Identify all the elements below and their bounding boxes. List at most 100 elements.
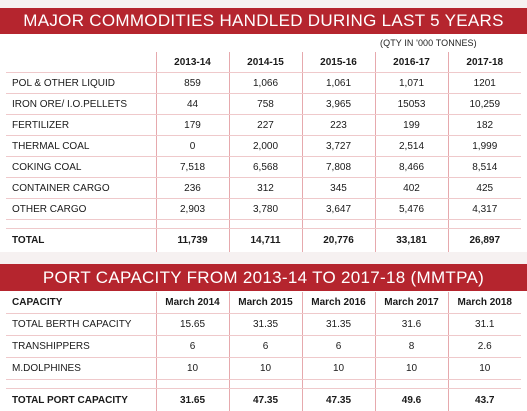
capacity-header-row: CAPACITY March 2014 March 2015 March 201…: [6, 292, 521, 314]
year-header: 2017-18: [448, 52, 521, 73]
cell-value: 7,518: [156, 157, 229, 178]
capacity-label: M.DOLPHINES: [6, 358, 156, 380]
table-row: TOTAL BERTH CAPACITY 15.65 31.35 31.35 3…: [6, 314, 521, 336]
total-value: 11,739: [156, 229, 229, 253]
capacity-label: TOTAL BERTH CAPACITY: [6, 314, 156, 336]
month-header: March 2017: [375, 292, 448, 314]
table-row: POL & OTHER LIQUID 859 1,066 1,061 1,071…: [6, 73, 521, 94]
year-header: 2014-15: [229, 52, 302, 73]
month-header: March 2018: [448, 292, 521, 314]
cell-value: 1,066: [229, 73, 302, 94]
total-value: 33,181: [375, 229, 448, 253]
cell-value: 4,317: [448, 199, 521, 220]
total-value: 14,711: [229, 229, 302, 253]
cell-value: 758: [229, 94, 302, 115]
month-header: March 2014: [156, 292, 229, 314]
cell-value: 10: [448, 358, 521, 380]
commodity-label: IRON ORE/ I.O.PELLETS: [6, 94, 156, 115]
cell-value: 1,999: [448, 136, 521, 157]
cell-value: 5,476: [375, 199, 448, 220]
cell-value: 10: [229, 358, 302, 380]
month-header: March 2015: [229, 292, 302, 314]
commodity-label: CONTAINER CARGO: [6, 178, 156, 199]
spacer-row: [6, 220, 521, 229]
cell-value: 6: [156, 336, 229, 358]
cell-value: 31.6: [375, 314, 448, 336]
table-row: CONTAINER CARGO 236 312 345 402 425: [6, 178, 521, 199]
cell-value: 0: [156, 136, 229, 157]
table-row: IRON ORE/ I.O.PELLETS 44 758 3,965 15053…: [6, 94, 521, 115]
year-header: 2015-16: [302, 52, 375, 73]
cell-value: 8,514: [448, 157, 521, 178]
cell-value: 6: [302, 336, 375, 358]
cell-value: 2.6: [448, 336, 521, 358]
cell-value: 10,259: [448, 94, 521, 115]
unit-note: (QTY IN '000 TONNES): [380, 38, 520, 48]
total-value: 20,776: [302, 229, 375, 253]
cell-value: 425: [448, 178, 521, 199]
cell-value: 859: [156, 73, 229, 94]
cell-value: 199: [375, 115, 448, 136]
capacity-table: CAPACITY March 2014 March 2015 March 201…: [6, 292, 521, 411]
cell-value: 31.1: [448, 314, 521, 336]
commodity-label: COKING COAL: [6, 157, 156, 178]
table-row: M.DOLPHINES 10 10 10 10 10: [6, 358, 521, 380]
cell-value: 2,514: [375, 136, 448, 157]
spacer-row: [6, 380, 521, 389]
total-row: TOTAL 11,739 14,711 20,776 33,181 26,897: [6, 229, 521, 253]
divider-band: [0, 252, 527, 264]
cell-value: 31.35: [229, 314, 302, 336]
cell-value: 3,780: [229, 199, 302, 220]
cell-value: 179: [156, 115, 229, 136]
year-header: 2016-17: [375, 52, 448, 73]
commodities-header-row: 2013-14 2014-15 2015-16 2016-17 2017-18: [6, 52, 521, 73]
capacity-label: TRANSHIPPERS: [6, 336, 156, 358]
table-row: FERTILIZER 179 227 223 199 182: [6, 115, 521, 136]
table-row: COKING COAL 7,518 6,568 7,808 8,466 8,51…: [6, 157, 521, 178]
cell-value: 8: [375, 336, 448, 358]
cell-value: 223: [302, 115, 375, 136]
cell-value: 2,000: [229, 136, 302, 157]
year-header: 2013-14: [156, 52, 229, 73]
cell-value: 1,071: [375, 73, 448, 94]
table-row: TRANSHIPPERS 6 6 6 8 2.6: [6, 336, 521, 358]
commodities-title: MAJOR COMMODITIES HANDLED DURING LAST 5 …: [0, 8, 527, 34]
total-value: 26,897: [448, 229, 521, 253]
cell-value: 236: [156, 178, 229, 199]
cell-value: 312: [229, 178, 302, 199]
commodity-label: OTHER CARGO: [6, 199, 156, 220]
cell-value: 10: [302, 358, 375, 380]
top-band: [0, 0, 527, 8]
cell-value: 31.35: [302, 314, 375, 336]
capacity-header-label: CAPACITY: [6, 292, 156, 314]
cell-value: 6: [229, 336, 302, 358]
total-label: TOTAL: [6, 229, 156, 253]
cell-value: 227: [229, 115, 302, 136]
cell-value: 15053: [375, 94, 448, 115]
cell-value: 6,568: [229, 157, 302, 178]
cell-value: 10: [156, 358, 229, 380]
cell-value: 1,061: [302, 73, 375, 94]
cell-value: 1201: [448, 73, 521, 94]
cell-value: 2,903: [156, 199, 229, 220]
cell-value: 10: [375, 358, 448, 380]
table-row: OTHER CARGO 2,903 3,780 3,647 5,476 4,31…: [6, 199, 521, 220]
month-header: March 2016: [302, 292, 375, 314]
cell-value: 8,466: [375, 157, 448, 178]
capacity-title: PORT CAPACITY FROM 2013-14 TO 2017-18 (M…: [0, 264, 527, 291]
commodity-label: POL & OTHER LIQUID: [6, 73, 156, 94]
commodity-label: THERMAL COAL: [6, 136, 156, 157]
cell-value: 15.65: [156, 314, 229, 336]
table-row: THERMAL COAL 0 2,000 3,727 2,514 1,999: [6, 136, 521, 157]
cell-value: 3,647: [302, 199, 375, 220]
cell-value: 3,727: [302, 136, 375, 157]
commodities-table: 2013-14 2014-15 2015-16 2016-17 2017-18 …: [6, 52, 521, 253]
cell-value: 3,965: [302, 94, 375, 115]
cell-value: 182: [448, 115, 521, 136]
cell-value: 402: [375, 178, 448, 199]
cell-value: 345: [302, 178, 375, 199]
commodities-header-label: [6, 52, 156, 73]
cell-value: 7,808: [302, 157, 375, 178]
commodity-label: FERTILIZER: [6, 115, 156, 136]
cell-value: 44: [156, 94, 229, 115]
